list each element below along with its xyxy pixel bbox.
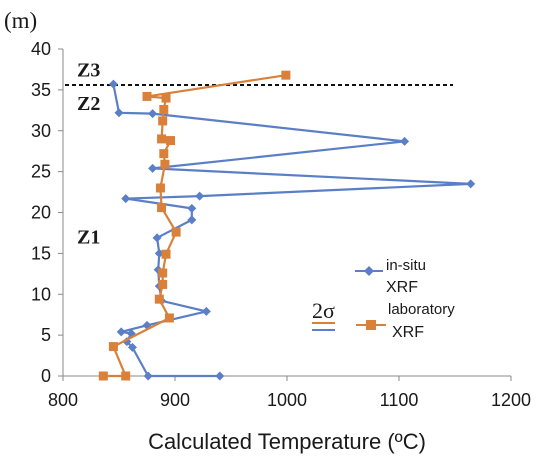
data-point-lab: [98, 371, 108, 381]
zone-label-z1: Z1: [77, 226, 100, 248]
data-point-lab: [154, 294, 164, 304]
y-tick-label: 35: [31, 80, 51, 100]
y-tick-label: 20: [31, 203, 51, 223]
legend-lab-label-line1: laboratory: [388, 301, 455, 318]
data-point-lab: [108, 342, 118, 352]
x-tick-label: 800: [48, 390, 78, 410]
legend-lab-marker: [366, 320, 376, 330]
axes: [62, 49, 511, 377]
zone-label-z2: Z2: [77, 93, 100, 115]
y-tick-label: 40: [31, 39, 51, 59]
data-point-lab: [121, 371, 131, 381]
data-point-lab: [281, 70, 291, 80]
sigma-label: 2σ: [312, 298, 335, 323]
data-point-lab: [142, 91, 152, 101]
data-point-insitu: [152, 233, 162, 243]
y-tick-label: 5: [41, 325, 51, 345]
x-tick-label: 1200: [491, 390, 531, 410]
data-point-insitu: [215, 371, 225, 381]
data-point-insitu: [127, 342, 137, 352]
y-tick-label: 25: [31, 162, 51, 182]
y-tick-label: 10: [31, 284, 51, 304]
y-axis-label: (m): [4, 8, 37, 33]
x-axis-label: Calculated Temperature (ºC): [148, 429, 426, 454]
data-point-lab: [171, 227, 181, 237]
data-point-lab: [159, 104, 169, 114]
data-point-insitu: [195, 191, 205, 201]
data-point-lab: [161, 249, 171, 259]
data-point-insitu: [148, 109, 158, 119]
zone-labels: Z3 Z2 Z1: [77, 60, 100, 249]
x-tick-labels: 800 900 1000 1100 1200: [48, 376, 531, 410]
y-tick-label: 30: [31, 121, 51, 141]
data-point-lab: [160, 159, 170, 169]
data-point-insitu: [187, 203, 197, 213]
legend: in-situ XRF 2σ laboratory XRF: [312, 257, 455, 341]
y-tick-label: 0: [41, 366, 51, 386]
legend-insitu-label-line1: in-situ: [386, 257, 426, 274]
legend-lab-label-line2: XRF: [392, 324, 424, 341]
data-point-lab: [159, 149, 169, 159]
data-point-insitu: [148, 163, 158, 173]
data-point-insitu: [143, 371, 153, 381]
data-point-insitu: [187, 215, 197, 225]
data-point-insitu: [121, 194, 131, 204]
data-point-lab: [158, 116, 168, 126]
series-layer: [98, 70, 476, 381]
data-point-lab: [161, 93, 171, 103]
data-point-lab: [155, 183, 165, 193]
legend-insitu-marker: [364, 266, 374, 276]
x-tick-label: 1000: [267, 390, 307, 410]
y-tick-label: 15: [31, 243, 51, 263]
data-point-lab: [157, 203, 167, 213]
data-point-insitu: [466, 179, 476, 189]
data-point-lab: [158, 268, 168, 278]
data-point-lab: [164, 313, 174, 323]
data-point-insitu: [116, 327, 126, 337]
x-tick-label: 1100: [380, 390, 419, 410]
data-point-insitu: [400, 136, 410, 146]
legend-insitu-label-line2: XRF: [386, 279, 418, 296]
data-point-insitu: [201, 306, 211, 316]
data-point-lab: [157, 134, 167, 144]
data-point-lab: [166, 136, 176, 146]
data-point-insitu: [108, 79, 118, 89]
x-tick-label: 900: [160, 390, 190, 410]
zone-label-z3: Z3: [77, 60, 100, 82]
y-tick-labels: 0 5 10 15 20 25 30 35 40: [31, 39, 63, 386]
data-point-insitu: [114, 108, 124, 118]
data-point-lab: [158, 279, 168, 289]
